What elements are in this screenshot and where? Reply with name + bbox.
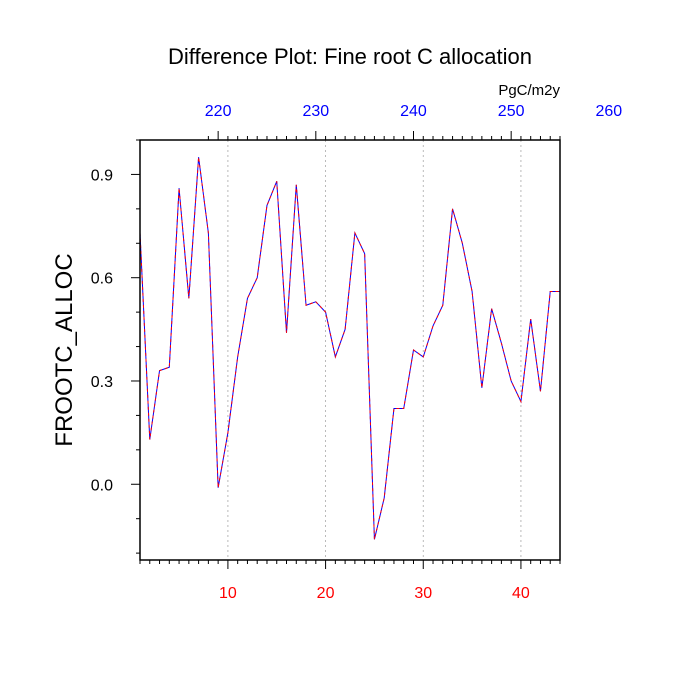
chart-title: Difference Plot: Fine root C allocation	[168, 44, 532, 69]
axis-ticks	[131, 131, 561, 569]
top-tick-label: 220	[205, 103, 232, 120]
plot-frame	[139, 139, 561, 561]
top-tick-label: 250	[498, 103, 525, 120]
x-tick-label: 30	[414, 585, 432, 602]
series-line-dashed	[139, 157, 560, 540]
x-tick-label: 20	[317, 585, 335, 602]
chart-units: PgC/m2y	[498, 82, 560, 99]
y-tick-label: 0.0	[91, 477, 113, 494]
y-axis-label: FROOTC_ALLOC	[51, 253, 78, 446]
top-tick-label: 230	[302, 103, 329, 120]
series-line	[139, 157, 560, 540]
tick-labels: 10 20 30 40 220 230 240 250 260 0.0 0.3 0.6 0.9	[91, 103, 623, 602]
series-layer	[139, 157, 560, 540]
x-tick-label: 40	[512, 585, 530, 602]
x-tick-label: 10	[219, 585, 237, 602]
gridlines	[227, 140, 522, 560]
y-tick-label: 0.3	[91, 374, 113, 391]
top-tick-label: 260	[595, 103, 622, 120]
y-tick-label: 0.6	[91, 271, 113, 288]
top-tick-label: 240	[400, 103, 427, 120]
y-tick-label: 0.9	[91, 167, 113, 184]
